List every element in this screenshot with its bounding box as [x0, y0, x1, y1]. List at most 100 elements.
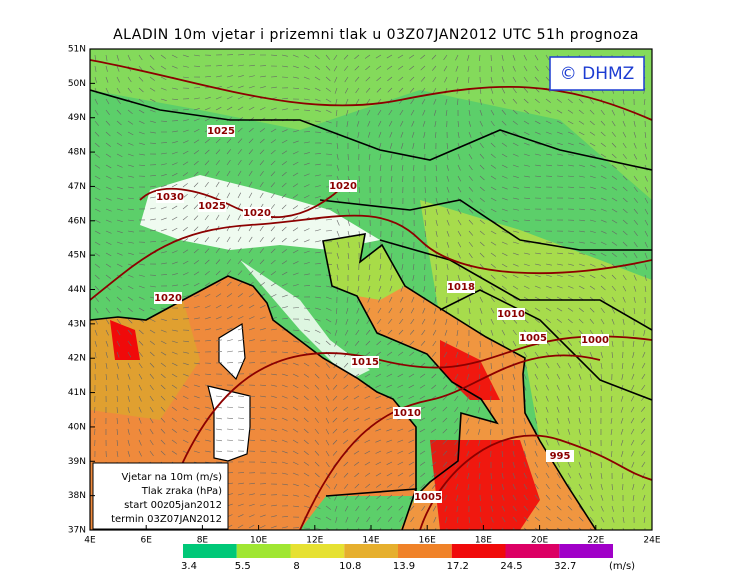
wind-arrow: [116, 395, 119, 402]
wind-arrow: [379, 153, 382, 160]
wind-arrow: [545, 439, 549, 446]
wind-arrow: [270, 248, 276, 254]
wind-arrow: [421, 98, 426, 105]
wind-arrow: [545, 263, 552, 266]
isobar-label-bg: [329, 180, 357, 192]
wind-arrow: [281, 283, 288, 287]
wind-arrow: [193, 128, 200, 133]
wind-arrow: [545, 428, 549, 435]
wind-arrow: [567, 307, 574, 312]
wind-arrow: [116, 428, 118, 435]
wind-arrow: [292, 505, 299, 508]
wind-arrow: [512, 252, 519, 256]
wind-arrow: [409, 351, 415, 357]
wind-arrow: [523, 76, 528, 83]
wind-arrow: [314, 329, 321, 333]
wind-arrow: [445, 109, 448, 116]
wind-arrow: [386, 450, 393, 454]
wind-arrow: [556, 153, 563, 156]
wind-arrow: [378, 285, 382, 292]
wind-arrow: [314, 362, 320, 368]
wind-arrow: [105, 340, 109, 347]
wind-arrow: [632, 494, 635, 501]
wind-arrow: [325, 318, 332, 323]
wind-arrow: [412, 527, 415, 530]
wind-arrow: [226, 259, 231, 265]
wind-arrow: [443, 483, 448, 490]
wind-arrow: [534, 142, 541, 146]
wind-arrow: [94, 351, 97, 358]
wind-arrow: [116, 153, 123, 157]
colorbar-box: [290, 544, 345, 558]
wind-arrow: [457, 230, 462, 237]
wind-arrow: [600, 351, 603, 358]
wind-arrow: [589, 285, 596, 290]
wind-arrow: [512, 263, 519, 267]
wind-arrow: [105, 274, 111, 279]
wind-arrow: [325, 87, 332, 92]
wind-arrow: [600, 494, 604, 501]
wind-arrow: [160, 262, 167, 265]
wind-arrow: [160, 184, 167, 188]
wind-arrow: [644, 230, 649, 237]
isobar-label: 1005: [414, 492, 442, 503]
wind-arrow: [248, 138, 254, 144]
wind-arrow: [281, 97, 288, 100]
wind-arrow: [567, 241, 574, 244]
wind-arrow: [622, 307, 626, 314]
wind-arrow: [314, 251, 321, 254]
wind-arrow: [259, 395, 266, 398]
wind-arrow: [160, 87, 167, 91]
wind-arrow: [433, 109, 437, 116]
wind-arrow: [193, 384, 200, 387]
wind-arrow: [94, 274, 100, 280]
wind-arrow: [193, 118, 200, 122]
wind-arrow: [345, 329, 349, 336]
isobar-label: 1025: [207, 126, 235, 137]
wind-arrow: [333, 65, 338, 72]
wind-arrow: [171, 54, 178, 58]
wind-arrow: [466, 428, 470, 435]
wind-arrow: [94, 76, 97, 83]
wind-arrow: [105, 54, 108, 61]
wind-arrow: [270, 450, 277, 453]
wind-arrow: [171, 162, 178, 166]
wind-arrow: [632, 351, 635, 358]
wind-arrow: [523, 98, 529, 104]
wind-arrow: [412, 263, 415, 270]
wind-arrow: [378, 131, 382, 138]
wind-arrow: [343, 439, 349, 444]
wind-arrow: [248, 482, 255, 485]
wind-arrow: [490, 197, 497, 202]
wind-arrow: [127, 395, 130, 402]
wind-arrow: [611, 120, 616, 127]
wind-arrow: [467, 351, 470, 358]
wind-arrow: [397, 428, 404, 432]
wind-arrow: [149, 229, 156, 232]
wind-arrow: [105, 241, 112, 245]
wind-arrow: [388, 120, 393, 127]
wind-arrow: [314, 439, 320, 445]
wind-arrow: [292, 205, 299, 210]
wind-arrow: [512, 340, 517, 347]
wind-arrow: [545, 362, 550, 369]
wind-arrow: [138, 252, 145, 254]
wind-arrow: [454, 406, 459, 413]
wind-arrow: [641, 461, 646, 468]
wind-arrow: [523, 120, 530, 125]
wind-arrow: [182, 260, 189, 265]
wind-arrow: [270, 305, 277, 309]
wind-arrow: [411, 120, 415, 127]
wind-arrow: [292, 194, 299, 199]
wind-arrow: [389, 131, 393, 138]
wind-arrow: [633, 197, 638, 203]
wind-arrow: [138, 131, 145, 135]
wind-arrow: [512, 98, 518, 104]
colorbar-box: [398, 544, 452, 558]
wind-arrow: [512, 197, 519, 200]
wind-arrow: [621, 373, 624, 380]
wind-arrow: [468, 197, 474, 203]
wind-arrow: [149, 142, 157, 144]
wind-arrow: [343, 472, 349, 478]
wind-arrow: [644, 142, 647, 149]
